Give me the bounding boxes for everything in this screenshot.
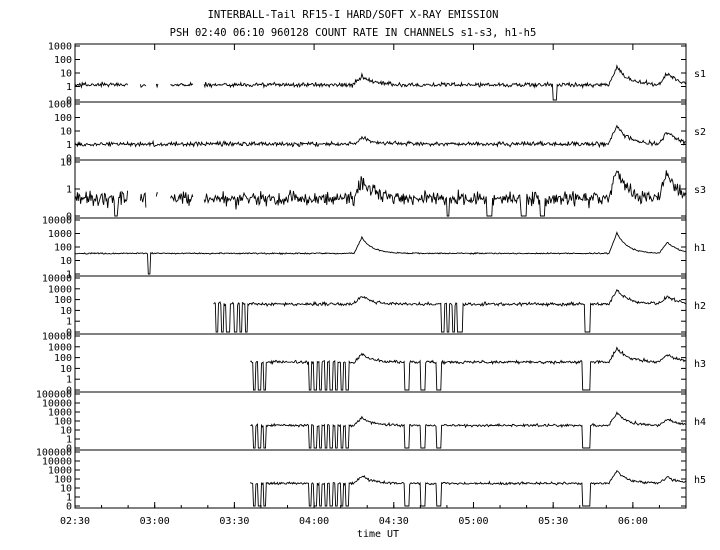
- y-tick-label: 1000: [48, 100, 72, 111]
- y-tick-label: 0: [66, 502, 72, 513]
- series-line-s1: [155, 83, 159, 89]
- y-tick-label: 1: [66, 82, 72, 93]
- panel-frame: [74, 449, 687, 509]
- y-tick-label: 0: [66, 212, 72, 223]
- y-tick-label: 10000: [42, 274, 72, 285]
- panel-frame: [74, 159, 687, 219]
- y-tick-label: 100000: [36, 390, 72, 401]
- y-tick-label: 10: [60, 256, 72, 267]
- y-tick-label: 1: [66, 270, 72, 281]
- series-line-s2: [74, 124, 686, 149]
- x-tick-label: 03:00: [140, 516, 170, 527]
- x-tick-label: 03:30: [219, 516, 249, 527]
- panel-label-h1: h1: [694, 243, 706, 254]
- y-tick-label: 1: [66, 185, 72, 196]
- y-tick-label: 1000: [48, 229, 72, 240]
- series-line-s3: [170, 191, 194, 206]
- x-tick-label: 05:30: [538, 516, 568, 527]
- y-tick-label: 100: [54, 113, 72, 124]
- chart-title: INTERBALL-Tail RF15-I HARD/SOFT X-RAY EM…: [208, 9, 499, 21]
- y-tick-label: 1000: [48, 284, 72, 295]
- y-tick-label: 10000: [42, 332, 72, 343]
- series-line-s3: [203, 170, 686, 217]
- series-line-h3: [250, 346, 686, 391]
- y-tick-label: 100: [54, 353, 72, 364]
- series-line-s3: [155, 192, 159, 197]
- y-tick-label: 1: [66, 493, 72, 504]
- y-tick-label: 10000: [42, 216, 72, 227]
- series-line-s1: [203, 64, 686, 101]
- y-tick-label: 0: [66, 328, 72, 339]
- series-line-s1: [139, 84, 147, 89]
- panels-group: 10001001010s110001001010s21010s310000100…: [36, 42, 706, 513]
- y-tick-label: 100: [54, 417, 72, 428]
- y-tick-label: 100000: [36, 448, 72, 459]
- panel-label-s3: s3: [694, 185, 706, 196]
- chart-subtitle: PSH 02:40 06:10 960128 COUNT RATE IN CHA…: [170, 27, 537, 39]
- x-tick-label: 04:30: [379, 516, 409, 527]
- panel-frame: [74, 275, 687, 335]
- y-tick-label: 100: [54, 475, 72, 486]
- panel-frame: [74, 101, 687, 161]
- y-tick-label: 10: [60, 364, 72, 375]
- y-tick-label: 1000: [48, 42, 72, 53]
- y-tick-label: 100: [54, 243, 72, 254]
- series-line-s3: [74, 190, 129, 217]
- panel-label-h4: h4: [694, 417, 706, 428]
- panel-frame: [74, 43, 687, 103]
- x-tick-label: 04:00: [299, 516, 329, 527]
- y-tick-label: 100: [54, 55, 72, 66]
- panel-label-h3: h3: [694, 359, 706, 370]
- panel-label-s2: s2: [694, 127, 706, 138]
- x-tick-label: 02:30: [60, 516, 90, 527]
- y-tick-label: 1000: [48, 342, 72, 353]
- y-tick-label: 10000: [42, 399, 72, 410]
- y-tick-label: 1: [66, 140, 72, 151]
- series-line-h2: [213, 288, 686, 333]
- y-tick-label: 1: [66, 317, 72, 328]
- series-line-s3: [139, 192, 147, 208]
- y-tick-label: 10: [60, 306, 72, 317]
- y-tick-label: 10000: [42, 457, 72, 468]
- panel-frame: [74, 217, 687, 277]
- panel-label-s1: s1: [694, 69, 706, 80]
- y-tick-label: 1: [66, 435, 72, 446]
- y-tick-label: 0: [66, 386, 72, 397]
- series-line-h5: [249, 469, 686, 507]
- y-tick-label: 1000: [48, 466, 72, 477]
- x-axis: 02:30 03:00 03:30 04:00 04:30 05:00 05:30 06:00: [60, 44, 687, 527]
- series-line-h4: [250, 411, 686, 449]
- panel-label-h5: h5: [694, 475, 706, 486]
- y-tick-label: 1: [66, 375, 72, 386]
- x-axis-label: time UT: [357, 529, 399, 540]
- series-line-s1: [170, 81, 194, 87]
- y-tick-label: 0: [66, 154, 72, 165]
- y-tick-label: 0: [66, 444, 72, 455]
- panel-frame: [74, 391, 687, 451]
- y-tick-label: 10: [60, 426, 72, 437]
- y-tick-label: 100: [54, 295, 72, 306]
- series-line-h1: [74, 231, 686, 275]
- y-tick-label: 10: [60, 484, 72, 495]
- panel-label-h2: h2: [694, 301, 706, 312]
- x-tick-label: 06:00: [618, 516, 648, 527]
- y-tick-label: 10: [60, 127, 72, 138]
- x-tick-label: 05:00: [458, 516, 488, 527]
- panel-h1: 10000 1000 100 10 1 h1: [42, 216, 706, 281]
- y-tick-label: 10: [60, 158, 72, 169]
- y-tick-label: 1000: [48, 408, 72, 419]
- y-tick-label: 10: [60, 69, 72, 80]
- series-line-s1: [74, 81, 128, 89]
- y-tick-label: 0: [66, 96, 72, 107]
